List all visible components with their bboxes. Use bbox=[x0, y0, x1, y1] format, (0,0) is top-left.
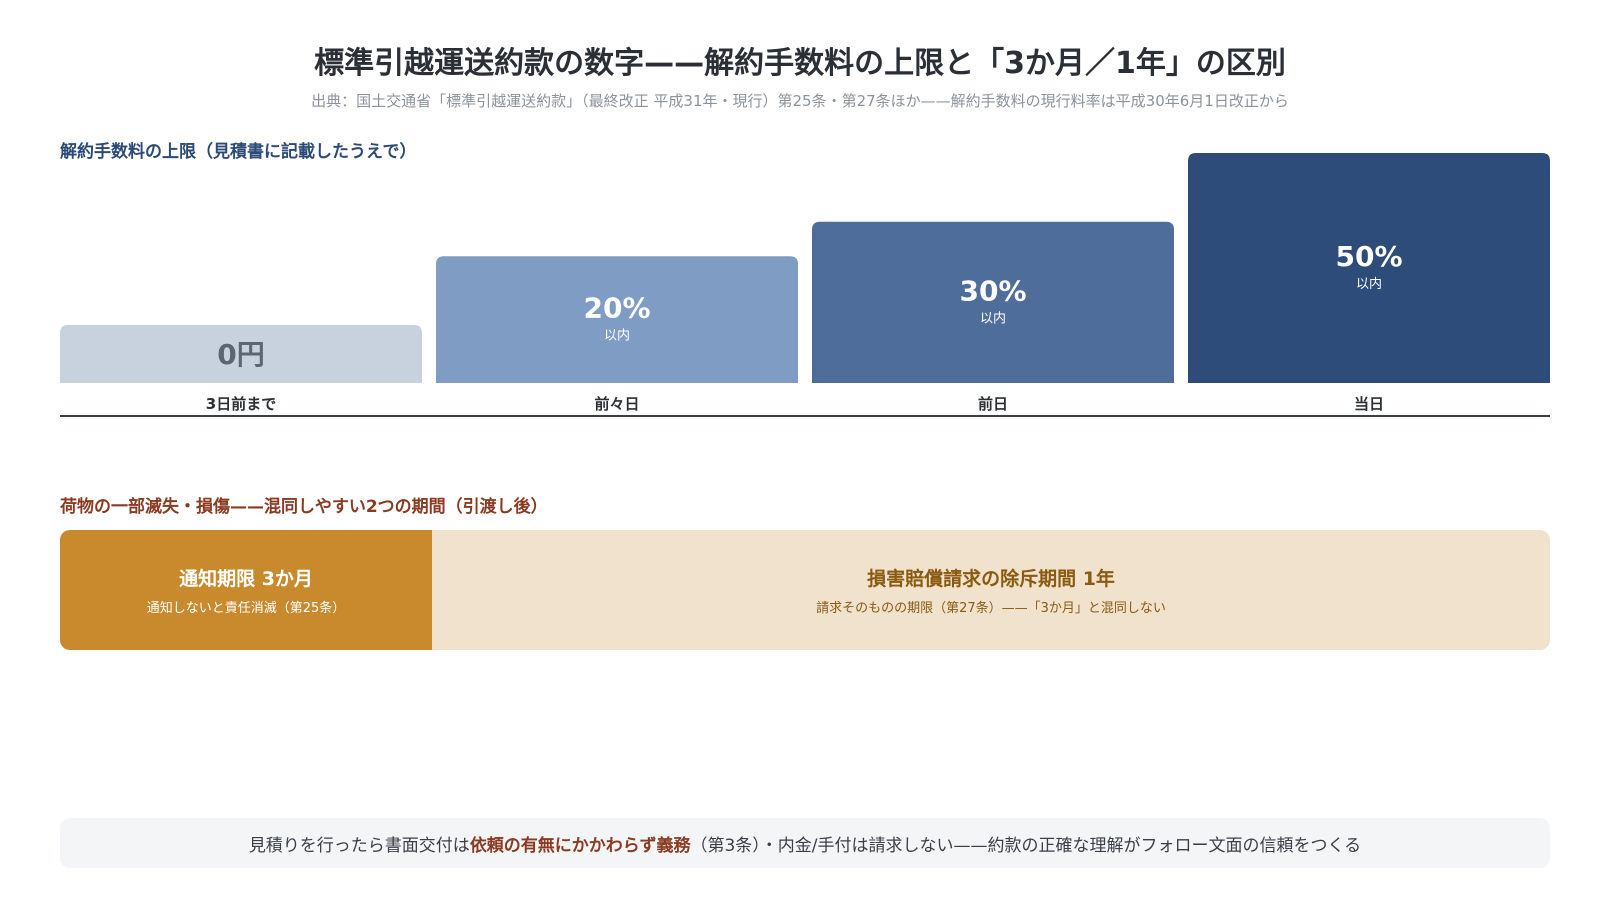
fee-bar-sub-label: 以内 bbox=[604, 328, 630, 344]
category-tick-label: 当日 bbox=[1354, 395, 1384, 413]
fee-bar bbox=[436, 256, 798, 383]
footer-note-emphasis: 依頼の有無にかかわらず義務 bbox=[469, 835, 691, 856]
chart-subtitle: 出典：国土交通省「標準引越運送約款」（最終改正 平成31年・現行）第25条・第2… bbox=[311, 92, 1289, 110]
category-tick-label: 前日 bbox=[978, 395, 1008, 413]
claim-period-note: 請求そのものの期限（第27条）——「3か月」と混同しない bbox=[816, 601, 1166, 616]
footer-note-post: （第3条）・内金/手付は請求しない——約款の正確な理解がフォロー文面の信頼をつく… bbox=[690, 835, 1362, 856]
fee-bar-value-label: 0円 bbox=[217, 338, 264, 371]
category-tick-label: 前々日 bbox=[594, 395, 639, 413]
claim-period-segment: 損害賠償請求の除斥期間 1年 請求そのものの期限（第27条）——「3か月」と混同… bbox=[432, 530, 1550, 650]
claim-period-title: 損害賠償請求の除斥期間 1年 bbox=[867, 568, 1115, 590]
fee-bar-value-label: 30% bbox=[959, 274, 1026, 307]
fee-bar-value-label: 20% bbox=[583, 292, 650, 325]
fee-bar bbox=[1188, 153, 1550, 383]
fee-bar bbox=[812, 221, 1174, 383]
notice-period-note: 通知しないと責任消滅（第25条） bbox=[146, 601, 346, 616]
fee-section-label: 解約手数料の上限（見積書に記載したうえで） bbox=[60, 142, 417, 162]
fee-bar-sub-label: 以内 bbox=[1356, 276, 1382, 292]
chart-title: 標準引越運送約款の数字——解約手数料の上限と「3か月／1年」の区別 bbox=[314, 46, 1286, 81]
footer-note-pre: 見積りを行ったら書面交付は bbox=[248, 835, 470, 856]
fee-bar bbox=[60, 325, 422, 383]
category-tick-label: 3日前まで bbox=[206, 395, 276, 413]
period-timeline-bar: 通知期限 3か月 通知しないと責任消滅（第25条） 損害賠償請求の除斥期間 1年… bbox=[60, 530, 1550, 650]
period-section-label: 荷物の一部滅失・損傷——混同しやすい2つの期間（引渡し後） bbox=[60, 497, 548, 517]
footer-note: 見積りを行ったら書面交付は 依頼の有無にかかわらず義務 （第3条）・内金/手付は請求… bbox=[60, 818, 1550, 868]
fee-bar-sub-label: 以内 bbox=[980, 310, 1006, 326]
notice-period-segment: 通知期限 3か月 通知しないと責任消滅（第25条） bbox=[60, 530, 432, 650]
notice-period-title: 通知期限 3か月 bbox=[179, 568, 313, 590]
fee-bar-value-label: 50% bbox=[1335, 240, 1402, 273]
